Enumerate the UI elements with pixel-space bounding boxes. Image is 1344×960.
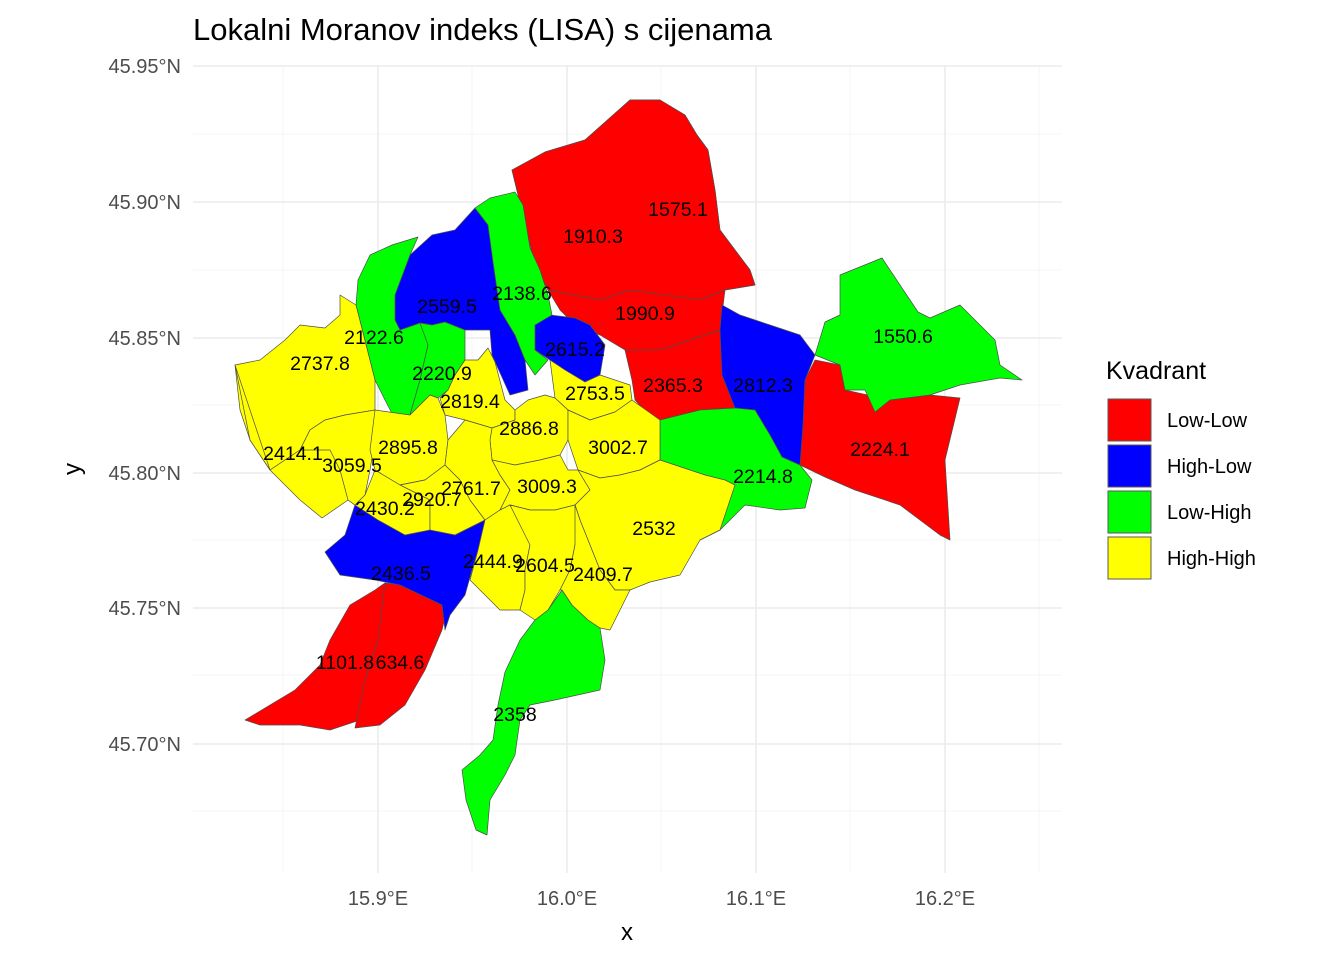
region-price-label: 2886.8 <box>499 418 559 440</box>
region-price-label: 2753.5 <box>565 383 625 405</box>
legend-label: High-Low <box>1167 456 1252 478</box>
region-price-label: 2358 <box>493 704 536 726</box>
region-price-label: 3002.7 <box>588 437 648 459</box>
region-price-label: 2220.9 <box>412 363 472 385</box>
region-price-label: 3059.5 <box>322 455 382 477</box>
legend-label: Low-High <box>1167 502 1251 524</box>
legend-swatch <box>1107 490 1152 534</box>
region-price-label: 2224.1 <box>850 439 910 461</box>
legend-swatch <box>1107 536 1152 580</box>
chart-title: Lokalni Moranov indeks (LISA) s cijenama <box>193 12 773 47</box>
region-low-low <box>511 99 756 301</box>
region-price-label: 2559.5 <box>417 296 477 318</box>
x-tick-label: 15.9°E <box>348 888 408 910</box>
region-price-label: 2895.8 <box>378 437 438 459</box>
region-price-label: 2436.5 <box>371 563 431 585</box>
legend-label: High-High <box>1167 548 1256 570</box>
region-price-label: 2737.8 <box>290 353 350 375</box>
map-labels: 1575.1 1910.3 1990.9 2365.3 2224.1 1101.8 634.… <box>263 199 933 726</box>
x-tick-label: 16.1°E <box>726 888 786 910</box>
region-price-label: 2122.6 <box>344 327 404 349</box>
region-price-label: 2532 <box>632 518 675 540</box>
legend-swatch <box>1107 398 1152 442</box>
region-low-high <box>461 589 606 836</box>
region-price-label: 2615.2 <box>545 339 605 361</box>
legend: Kvadrant Low-Low High-Low Low-High High-Hig… <box>1106 357 1256 580</box>
region-price-label: 2414.1 <box>263 443 323 465</box>
region-price-label: 3009.3 <box>517 476 577 498</box>
region-price-label: 1101.8 <box>316 652 374 674</box>
region-price-label: 2761.7 <box>441 478 501 500</box>
region-high-high <box>299 409 376 506</box>
map-regions <box>234 99 1023 836</box>
region-low-high <box>474 191 553 376</box>
y-tick-label: 45.85°N <box>109 328 182 350</box>
region-low-high <box>814 257 1023 413</box>
legend-label: Low-Low <box>1167 410 1248 432</box>
region-price-label: 2409.7 <box>573 564 633 586</box>
region-price-label: 2430.2 <box>355 498 415 520</box>
legend-swatch <box>1107 444 1152 488</box>
y-tick-label: 45.75°N <box>109 598 182 620</box>
y-tick-label: 45.70°N <box>109 734 182 756</box>
region-price-label: 2138.6 <box>492 283 552 305</box>
region-price-label: 1910.3 <box>563 226 623 248</box>
y-tick-label: 45.80°N <box>109 463 182 485</box>
legend-title: Kvadrant <box>1106 357 1206 385</box>
y-axis-title: y <box>59 463 86 475</box>
y-tick-label: 45.95°N <box>109 56 182 78</box>
x-tick-label: 16.2°E <box>915 888 975 910</box>
y-axis-ticks: 45.95°N 45.90°N 45.85°N 45.80°N 45.75°N … <box>109 56 182 756</box>
region-price-label: 2819.4 <box>440 391 500 413</box>
region-price-label: 2214.8 <box>733 466 793 488</box>
region-price-label: 1550.6 <box>873 326 933 348</box>
region-price-label: 2444.9 <box>463 551 523 573</box>
region-price-label: 2365.3 <box>643 375 703 397</box>
region-price-label: 2604.5 <box>515 555 575 577</box>
y-tick-label: 45.90°N <box>109 192 182 214</box>
x-axis-title: x <box>621 919 633 946</box>
region-price-label: 1990.9 <box>615 303 675 325</box>
region-price-label: 2920.7 <box>402 489 462 511</box>
x-axis-ticks: 15.9°E 16.0°E 16.1°E 16.2°E <box>348 888 975 910</box>
region-price-label: 2812.3 <box>733 375 793 397</box>
region-price-label: 634.6 <box>376 652 425 674</box>
region-price-label: 1575.1 <box>648 199 708 221</box>
x-tick-label: 16.0°E <box>537 888 597 910</box>
region-high-high <box>559 504 631 631</box>
